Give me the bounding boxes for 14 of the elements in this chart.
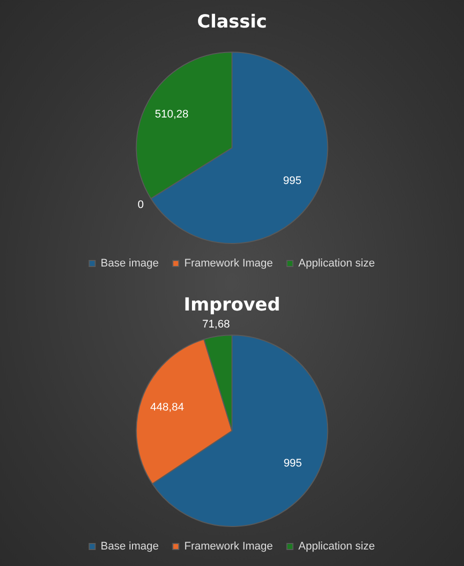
chart-title: Improved	[184, 294, 280, 316]
legend-label: Base image	[100, 258, 159, 270]
legend-label: Framework Image	[184, 540, 273, 553]
legend-label: Application size	[298, 258, 375, 270]
data-label: 71,68	[202, 318, 230, 330]
chart-title: Classic	[197, 11, 267, 32]
data-label: 995	[284, 457, 302, 470]
data-label: 995	[283, 175, 302, 188]
legend-label: Base image	[100, 540, 159, 553]
legend-label: Framework Image	[184, 258, 273, 270]
text: 0	[138, 198, 144, 211]
legend-label: Application size	[298, 540, 375, 553]
data-label: 448,84	[150, 402, 184, 414]
data-label: 510,28	[154, 108, 189, 120]
